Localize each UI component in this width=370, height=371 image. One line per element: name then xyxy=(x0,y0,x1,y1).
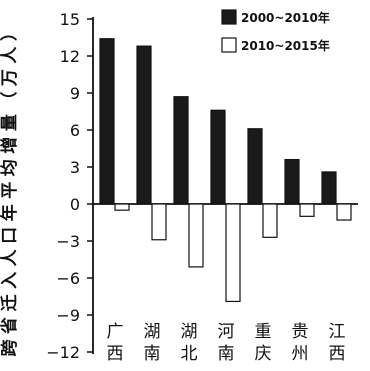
category-label: 州 xyxy=(292,344,309,364)
bar-2000-2010 xyxy=(284,159,300,205)
bar-2000-2010 xyxy=(247,128,263,205)
legend-swatch-2000-2010 xyxy=(221,9,237,25)
legend: 2000~2010年 2010~2015年 xyxy=(221,9,330,53)
bar-2000-2010 xyxy=(210,109,226,205)
y-axis-title-char: 均 xyxy=(0,159,20,176)
bar-2000-2010 xyxy=(321,171,337,205)
y-axis-title-char: 跨 xyxy=(0,339,20,357)
y-axis-title-char: （ xyxy=(0,92,20,109)
y-tick-label: 3 xyxy=(70,158,80,177)
category-label: 重 xyxy=(255,322,272,342)
category-label: 湖 xyxy=(181,322,198,342)
category-label: 庆 xyxy=(255,344,272,364)
y-tick-label: −3 xyxy=(56,232,80,251)
bar-2000-2010 xyxy=(99,38,115,205)
legend-swatch-2010-2015 xyxy=(221,37,237,53)
y-axis-title-char: 量 xyxy=(0,114,20,131)
bar-2010-2015 xyxy=(225,203,241,303)
y-axis-title-char: 增 xyxy=(0,137,20,154)
y-tick-label: 9 xyxy=(70,84,80,103)
bar-2010-2015 xyxy=(114,203,130,211)
bar-2010-2015 xyxy=(336,203,352,221)
bar-2000-2010 xyxy=(173,96,189,205)
y-axis-title-char: 平 xyxy=(0,182,20,199)
y-axis-title-char: ） xyxy=(0,24,20,41)
y-tick-label: −12 xyxy=(46,343,80,362)
category-label: 贵 xyxy=(292,322,309,342)
category-label: 河 xyxy=(218,322,235,342)
y-axis-title-char: 入 xyxy=(0,272,20,289)
bar-2010-2015 xyxy=(188,203,204,268)
y-tick-label: 15 xyxy=(60,10,80,29)
category-label: 西 xyxy=(329,344,346,364)
y-tick-label: −9 xyxy=(56,306,80,325)
y-axis-title-char: 口 xyxy=(0,227,20,244)
y-tick-label: 0 xyxy=(70,195,80,214)
category-label: 北 xyxy=(181,344,198,364)
y-axis-title-char: 万 xyxy=(0,69,20,87)
legend-label-2010-2015: 2010~2015年 xyxy=(241,38,330,53)
legend-label-2000-2010: 2000~2010年 xyxy=(241,10,330,25)
y-axis-title-char: 年 xyxy=(0,204,20,221)
y-axis-title-char: 人 xyxy=(0,248,20,266)
bar-2000-2010 xyxy=(136,45,152,205)
y-axis-title-char: 省 xyxy=(0,317,20,335)
category-label: 江 xyxy=(329,322,346,342)
y-axis-title-char: 迁 xyxy=(0,294,20,311)
bars xyxy=(99,38,352,303)
category-label: 湖 xyxy=(144,322,161,342)
category-label: 西 xyxy=(107,344,124,364)
y-tick-label: 12 xyxy=(60,47,80,66)
category-label: 南 xyxy=(218,344,235,364)
category-label: 南 xyxy=(144,344,161,364)
axes: 15 12 9 6 3 0 −3 −6 −9 −12 xyxy=(46,10,358,362)
y-tick-label: −6 xyxy=(56,269,80,288)
y-tick-label: 6 xyxy=(70,121,80,140)
bar-2010-2015 xyxy=(262,203,278,238)
bar-2010-2015 xyxy=(151,203,167,241)
category-label: 广 xyxy=(107,322,124,342)
bar-2010-2015 xyxy=(299,203,315,217)
y-axis-title-char: 人 xyxy=(0,46,20,64)
